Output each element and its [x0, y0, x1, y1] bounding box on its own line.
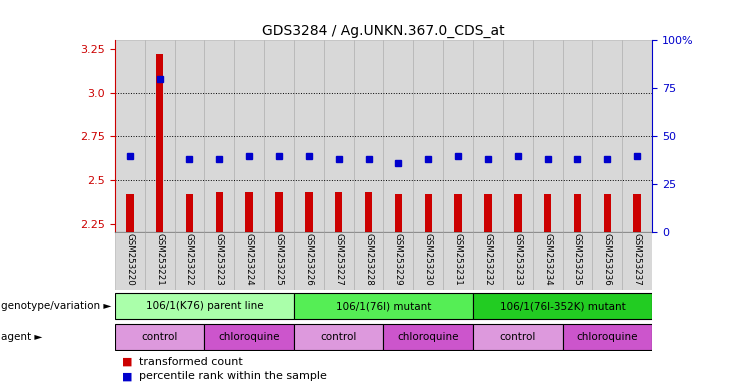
Bar [234, 232, 264, 290]
Bar [454, 194, 462, 232]
Text: GSM253227: GSM253227 [334, 233, 343, 286]
Bar [365, 192, 372, 232]
Bar [592, 232, 622, 290]
Bar [305, 192, 313, 232]
Bar [562, 40, 592, 232]
Text: control: control [142, 332, 178, 342]
Bar [126, 194, 133, 232]
Bar [425, 194, 432, 232]
Bar [473, 324, 562, 350]
Text: GSM253225: GSM253225 [274, 233, 284, 286]
Bar [294, 324, 384, 350]
Bar [395, 194, 402, 232]
Text: chloroquine: chloroquine [397, 332, 459, 342]
Text: GSM253220: GSM253220 [125, 233, 134, 286]
Bar [413, 40, 443, 232]
Bar [115, 324, 205, 350]
Bar [205, 324, 294, 350]
Bar [245, 192, 253, 232]
Text: GSM253236: GSM253236 [603, 233, 612, 286]
Text: chloroquine: chloroquine [219, 332, 280, 342]
Bar [115, 40, 144, 232]
Bar [443, 40, 473, 232]
Text: chloroquine: chloroquine [576, 332, 638, 342]
Bar [335, 192, 342, 232]
Text: GSM253226: GSM253226 [305, 233, 313, 286]
Text: ■: ■ [122, 371, 133, 381]
Bar [413, 232, 443, 290]
Bar [144, 40, 175, 232]
Bar [156, 54, 163, 232]
Text: GSM253231: GSM253231 [453, 233, 462, 286]
Text: GSM253233: GSM253233 [514, 233, 522, 286]
Bar [622, 40, 652, 232]
Text: GSM253230: GSM253230 [424, 233, 433, 286]
Bar [562, 324, 652, 350]
Bar [562, 232, 592, 290]
Bar [533, 40, 562, 232]
Text: GSM253232: GSM253232 [483, 233, 493, 286]
Bar [473, 232, 503, 290]
Bar [216, 192, 223, 232]
Bar [622, 232, 652, 290]
Bar [384, 40, 413, 232]
Bar [294, 40, 324, 232]
Bar [353, 232, 384, 290]
Bar [384, 232, 413, 290]
Text: GSM253221: GSM253221 [155, 233, 164, 286]
Bar [574, 194, 581, 232]
Bar [473, 293, 652, 319]
Bar [115, 232, 144, 290]
Text: ■: ■ [122, 357, 133, 367]
Text: 106/1(K76) parent line: 106/1(K76) parent line [145, 301, 263, 311]
Bar [544, 194, 551, 232]
Title: GDS3284 / Ag.UNKN.367.0_CDS_at: GDS3284 / Ag.UNKN.367.0_CDS_at [262, 24, 505, 38]
Bar [264, 40, 294, 232]
Text: control: control [499, 332, 536, 342]
Text: GSM253228: GSM253228 [364, 233, 373, 286]
Bar [275, 192, 283, 232]
Text: 106/1(76I-352K) mutant: 106/1(76I-352K) mutant [499, 301, 625, 311]
Text: genotype/variation ►: genotype/variation ► [1, 301, 112, 311]
Bar [294, 232, 324, 290]
Bar [186, 194, 193, 232]
Bar [503, 232, 533, 290]
Text: percentile rank within the sample: percentile rank within the sample [139, 371, 327, 381]
Bar [604, 194, 611, 232]
Bar [144, 232, 175, 290]
Text: GSM253222: GSM253222 [185, 233, 194, 286]
Bar [294, 293, 473, 319]
Text: GSM253223: GSM253223 [215, 233, 224, 286]
Bar [353, 40, 384, 232]
Text: control: control [321, 332, 357, 342]
Bar [514, 194, 522, 232]
Text: GSM253234: GSM253234 [543, 233, 552, 286]
Bar [205, 232, 234, 290]
Bar [533, 232, 562, 290]
Text: GSM253224: GSM253224 [245, 233, 253, 286]
Text: GSM253235: GSM253235 [573, 233, 582, 286]
Text: 106/1(76I) mutant: 106/1(76I) mutant [336, 301, 431, 311]
Text: GSM253237: GSM253237 [633, 233, 642, 286]
Bar [234, 40, 264, 232]
Bar [384, 324, 473, 350]
Bar [634, 194, 641, 232]
Text: agent ►: agent ► [1, 332, 43, 342]
Bar [205, 40, 234, 232]
Text: GSM253229: GSM253229 [394, 233, 403, 286]
Bar [443, 232, 473, 290]
Bar [484, 194, 492, 232]
Bar [175, 40, 205, 232]
Bar [324, 40, 353, 232]
Bar [503, 40, 533, 232]
Bar [473, 40, 503, 232]
Text: transformed count: transformed count [139, 357, 242, 367]
Bar [592, 40, 622, 232]
Bar [175, 232, 205, 290]
Bar [264, 232, 294, 290]
Bar [324, 232, 353, 290]
Bar [115, 293, 294, 319]
